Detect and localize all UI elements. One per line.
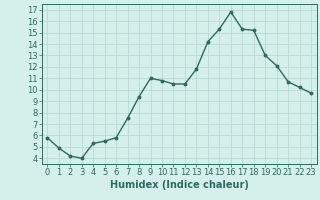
X-axis label: Humidex (Indice chaleur): Humidex (Indice chaleur)	[110, 180, 249, 190]
